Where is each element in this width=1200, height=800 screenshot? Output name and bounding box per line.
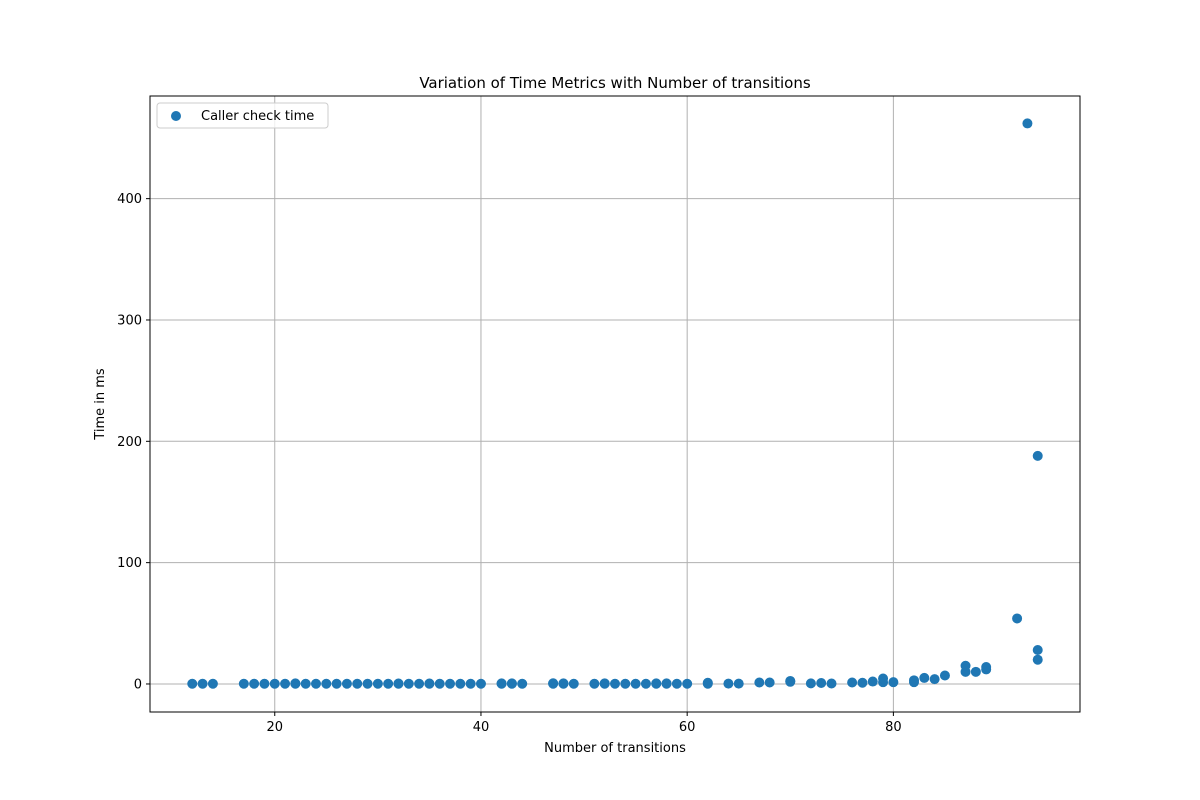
data-point — [909, 675, 920, 686]
data-point — [548, 678, 559, 689]
data-point — [280, 678, 291, 689]
data-point — [331, 678, 342, 689]
data-point — [981, 661, 992, 672]
data-point — [445, 678, 456, 689]
data-point — [238, 678, 249, 689]
data-point — [558, 678, 569, 689]
plot-frame — [149, 95, 1081, 713]
data-point — [207, 678, 218, 689]
data-point — [1012, 613, 1023, 624]
data-point — [465, 678, 476, 689]
data-point — [878, 673, 889, 684]
data-point — [671, 678, 682, 689]
data-point — [496, 678, 507, 689]
data-point — [341, 678, 352, 689]
x-tick-label: 80 — [885, 720, 902, 735]
data-point — [599, 678, 610, 689]
data-point — [919, 672, 930, 683]
data-point — [517, 678, 528, 689]
x-axis-label: Number of transitions — [544, 741, 686, 756]
data-point — [754, 677, 765, 688]
data-point — [733, 678, 744, 689]
data-point — [290, 678, 301, 689]
data-point — [269, 678, 280, 689]
chart-title: Variation of Time Metrics with Number of… — [419, 74, 811, 92]
data-point — [589, 678, 600, 689]
data-point — [857, 677, 868, 688]
y-tick-label: 100 — [117, 556, 142, 571]
data-point — [847, 677, 858, 688]
y-tick-label: 300 — [117, 313, 142, 328]
y-tick-label: 200 — [117, 435, 142, 450]
data-point — [630, 678, 641, 689]
data-point — [249, 678, 260, 689]
data-point — [414, 678, 425, 689]
data-point — [352, 678, 363, 689]
data-point — [610, 678, 620, 689]
legend-marker — [171, 111, 181, 121]
data-points — [187, 118, 1043, 689]
data-point — [651, 678, 662, 689]
y-axis-label: Time in ms — [93, 368, 108, 441]
data-point — [785, 675, 796, 686]
data-point — [929, 674, 940, 685]
data-point — [455, 678, 466, 689]
data-point — [1032, 654, 1043, 665]
x-tick-label: 40 — [473, 720, 490, 735]
data-point — [383, 678, 394, 689]
data-point — [816, 678, 827, 689]
data-point — [661, 678, 672, 689]
y-tick-label: 0 — [134, 677, 142, 692]
data-point — [702, 677, 713, 688]
data-point — [764, 677, 775, 688]
data-point — [805, 678, 816, 689]
data-point — [960, 660, 971, 671]
data-point — [197, 678, 208, 689]
data-point — [259, 678, 270, 689]
legend-box — [156, 102, 329, 129]
data-point — [187, 678, 198, 689]
data-point — [1032, 644, 1043, 655]
data-point — [640, 678, 651, 689]
data-point — [1032, 450, 1043, 461]
x-tick-label: 60 — [679, 720, 696, 735]
data-point — [568, 678, 579, 689]
data-point — [620, 678, 631, 689]
data-point — [434, 678, 445, 689]
grid — [150, 96, 1080, 712]
data-point — [723, 678, 734, 689]
data-point — [321, 678, 332, 689]
legend: Caller check time — [156, 102, 329, 129]
data-point — [475, 678, 486, 689]
x-tick-label: 20 — [266, 720, 283, 735]
data-point — [362, 678, 373, 689]
axis-ticks: 20 40 60 80 0 100 200 300 400 — [117, 192, 901, 735]
legend-label: Caller check time — [201, 109, 314, 124]
data-point — [372, 678, 383, 689]
data-point — [424, 678, 435, 689]
data-point — [1022, 118, 1033, 129]
data-point — [826, 678, 837, 689]
data-point — [888, 677, 899, 688]
data-point — [682, 678, 693, 689]
data-point — [393, 678, 404, 689]
data-point — [310, 678, 321, 689]
data-point — [867, 676, 878, 687]
data-point — [300, 678, 311, 689]
data-point — [939, 670, 950, 681]
data-point — [970, 666, 981, 677]
y-tick-label: 400 — [117, 192, 142, 207]
data-point — [506, 678, 517, 689]
data-point — [403, 678, 414, 689]
